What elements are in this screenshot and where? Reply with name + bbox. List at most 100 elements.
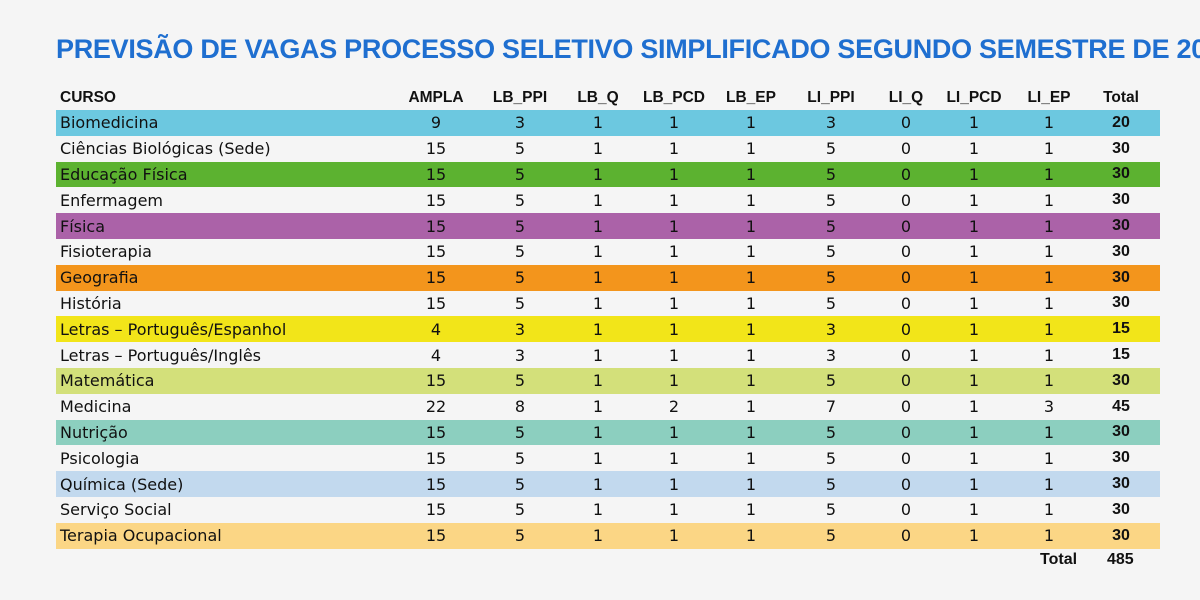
cell-lb-ppi: 5 <box>514 164 526 184</box>
cell-total: 20 <box>1112 113 1130 131</box>
cell-lb-pcd: 1 <box>668 268 680 288</box>
cell-lb-q: 1 <box>592 216 604 236</box>
cell-lb-q: 1 <box>592 293 604 313</box>
cell-lb-pcd: 1 <box>668 371 680 391</box>
cell-li-pcd: 1 <box>968 216 980 236</box>
cell-li-q: 0 <box>900 113 912 133</box>
cell-lb-ep: 1 <box>745 397 757 417</box>
cell-li-pcd: 1 <box>968 190 980 210</box>
table-row: Terapia Ocupacional 15 5 1 1 1 5 0 1 1 30 <box>56 522 1160 549</box>
cell-li-pcd: 1 <box>968 500 980 520</box>
table-body: Biomedicina 9 3 1 1 1 3 0 1 1 20 Ciências Biológica… <box>56 110 1160 549</box>
cell-li-pcd: 1 <box>968 448 980 468</box>
cell-ampla: 15 <box>425 474 447 494</box>
cell-li-ep: 1 <box>1043 190 1055 210</box>
cell-total: 30 <box>1112 217 1130 235</box>
cell-lb-ep: 1 <box>745 139 757 159</box>
cell-li-ppi: 5 <box>825 371 837 391</box>
cell-ampla: 22 <box>425 397 447 417</box>
cell-li-ppi: 5 <box>825 139 837 159</box>
header-total: Total <box>1103 89 1139 106</box>
cell-ampla: 15 <box>425 216 447 236</box>
cell-li-ep: 1 <box>1043 474 1055 494</box>
cell-lb-ep: 1 <box>745 190 757 210</box>
cell-lb-ep: 1 <box>745 293 757 313</box>
cell-lb-ep: 1 <box>745 371 757 391</box>
cell-lb-ep: 1 <box>745 474 757 494</box>
cell-ampla: 15 <box>425 164 447 184</box>
cell-li-ep: 1 <box>1043 526 1055 546</box>
cell-li-pcd: 1 <box>968 268 980 288</box>
cell-li-ep: 1 <box>1043 371 1055 391</box>
cell-total: 15 <box>1112 320 1130 338</box>
table-row: Psicologia 15 5 1 1 1 5 0 1 1 30 <box>56 445 1160 471</box>
cell-li-ep: 1 <box>1043 268 1055 288</box>
cell-li-pcd: 1 <box>968 474 980 494</box>
cell-lb-ep: 1 <box>745 216 757 236</box>
header-li-q: LI_Q <box>888 89 924 106</box>
cell-total: 30 <box>1112 268 1130 286</box>
cell-li-ppi: 5 <box>825 474 837 494</box>
grand-total-value: 485 <box>1107 551 1134 568</box>
cell-li-q: 0 <box>900 319 912 339</box>
cell-lb-ppi: 5 <box>514 422 526 442</box>
cell-li-ppi: 3 <box>825 319 837 339</box>
cell-li-ppi: 3 <box>825 345 837 365</box>
cell-total: 30 <box>1112 449 1130 467</box>
cell-ampla: 15 <box>425 293 447 313</box>
cell-curso: Psicologia <box>60 448 140 468</box>
cell-lb-ep: 1 <box>745 448 757 468</box>
cell-lb-ppi: 5 <box>514 474 526 494</box>
cell-li-ep: 1 <box>1043 242 1055 262</box>
cell-li-ep: 1 <box>1043 345 1055 365</box>
cell-lb-ppi: 5 <box>514 268 526 288</box>
cell-li-ppi: 5 <box>825 526 837 546</box>
cell-lb-pcd: 1 <box>668 422 680 442</box>
cell-ampla: 15 <box>425 422 447 442</box>
cell-lb-ep: 1 <box>745 422 757 442</box>
cell-curso: Educação Física <box>60 164 188 184</box>
cell-lb-ppi: 3 <box>514 319 526 339</box>
cell-li-ppi: 5 <box>825 422 837 442</box>
cell-curso: Serviço Social <box>60 500 172 520</box>
cell-ampla: 15 <box>425 268 447 288</box>
cell-li-q: 0 <box>900 139 912 159</box>
cell-li-pcd: 1 <box>968 113 980 133</box>
cell-li-q: 0 <box>900 500 912 520</box>
cell-curso: Física <box>60 216 106 236</box>
cell-li-ep: 1 <box>1043 500 1055 520</box>
cell-ampla: 15 <box>425 242 447 262</box>
cell-curso: História <box>60 293 122 313</box>
cell-li-q: 0 <box>900 190 912 210</box>
cell-lb-q: 1 <box>592 526 604 546</box>
cell-lb-pcd: 2 <box>668 397 680 417</box>
cell-total: 15 <box>1112 346 1130 364</box>
table-row: Ciências Biológicas (Sede) 15 5 1 1 1 5 0 1 1 30 <box>56 136 1160 162</box>
cell-li-q: 0 <box>900 242 912 262</box>
cell-lb-pcd: 1 <box>668 319 680 339</box>
cell-li-q: 0 <box>900 164 912 184</box>
cell-li-pcd: 1 <box>968 526 980 546</box>
cell-curso: Medicina <box>60 397 132 417</box>
cell-lb-ppi: 5 <box>514 139 526 159</box>
cell-li-q: 0 <box>900 474 912 494</box>
cell-li-pcd: 1 <box>968 319 980 339</box>
cell-lb-pcd: 1 <box>668 500 680 520</box>
table-row: Nutrição 15 5 1 1 1 5 0 1 1 30 <box>56 419 1160 446</box>
grand-total-label: Total <box>1040 551 1078 568</box>
cell-ampla: 4 <box>430 319 442 339</box>
cell-lb-ep: 1 <box>745 268 757 288</box>
cell-li-ppi: 5 <box>825 242 837 262</box>
cell-li-ppi: 7 <box>825 397 837 417</box>
cell-ampla: 15 <box>425 526 447 546</box>
cell-lb-q: 1 <box>592 113 604 133</box>
table-row: Medicina 22 8 1 2 1 7 0 1 3 45 <box>56 394 1160 420</box>
cell-lb-pcd: 1 <box>668 113 680 133</box>
cell-lb-ep: 1 <box>745 164 757 184</box>
cell-lb-pcd: 1 <box>668 139 680 159</box>
cell-curso: Nutrição <box>60 422 128 442</box>
table-row: Biomedicina 9 3 1 1 1 3 0 1 1 20 <box>56 110 1160 136</box>
cell-li-q: 0 <box>900 268 912 288</box>
cell-lb-ep: 1 <box>745 500 757 520</box>
table-row: Serviço Social 15 5 1 1 1 5 0 1 1 30 <box>56 497 1160 523</box>
